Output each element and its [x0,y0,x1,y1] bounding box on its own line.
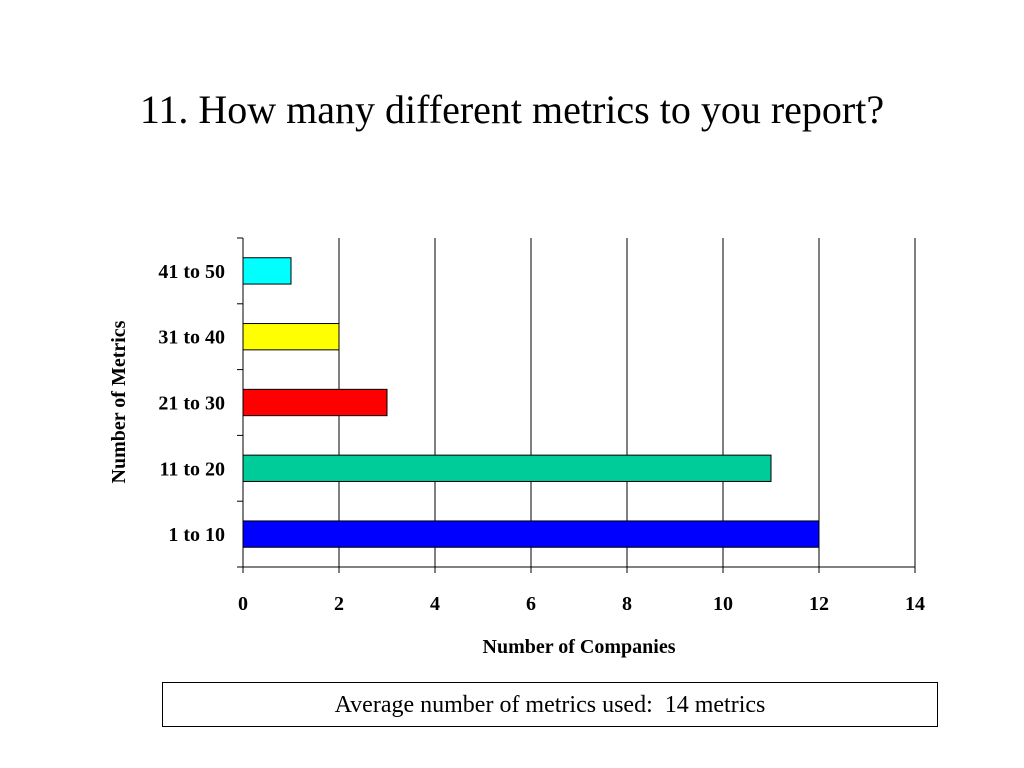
x-axis-title: Number of Companies [483,636,676,658]
summary-note: Average number of metrics used: 14 metri… [162,682,938,727]
y-tick-label: 21 to 30 [158,393,225,415]
x-tick-label: 2 [334,593,344,615]
bar-41-to-50 [242,257,292,285]
x-tick-label: 0 [238,593,248,615]
y-tick-label: 1 to 10 [168,524,225,546]
axes [237,237,916,573]
y-tick-label: 41 to 50 [158,261,225,283]
x-tick-label: 12 [809,593,829,615]
bar-chart: 1 to 10 11 to 20 21 to 30 31 to 40 41 to 50 0… [108,237,925,658]
bar-21-to-30 [242,388,388,417]
y-axis-title: Number of Metrics [108,320,130,483]
gridlines [338,238,916,567]
x-tick-label: 10 [713,593,733,615]
bar-31-to-40 [242,323,340,351]
y-tick-label: 31 to 40 [158,327,225,349]
x-tick-label: 8 [622,593,632,615]
bars [242,257,820,548]
x-tick-label: 14 [905,593,925,615]
y-tick-label: 11 to 20 [159,458,225,480]
bar-1-to-10 [242,520,820,548]
x-tick-label: 6 [526,593,536,615]
bar-11-to-20 [242,454,772,482]
slide-title: 11. How many different metrics to you re… [139,87,885,132]
tick-labels: 1 to 10 11 to 20 21 to 30 31 to 40 41 to 50 0… [158,261,925,615]
x-tick-label: 4 [430,593,440,615]
